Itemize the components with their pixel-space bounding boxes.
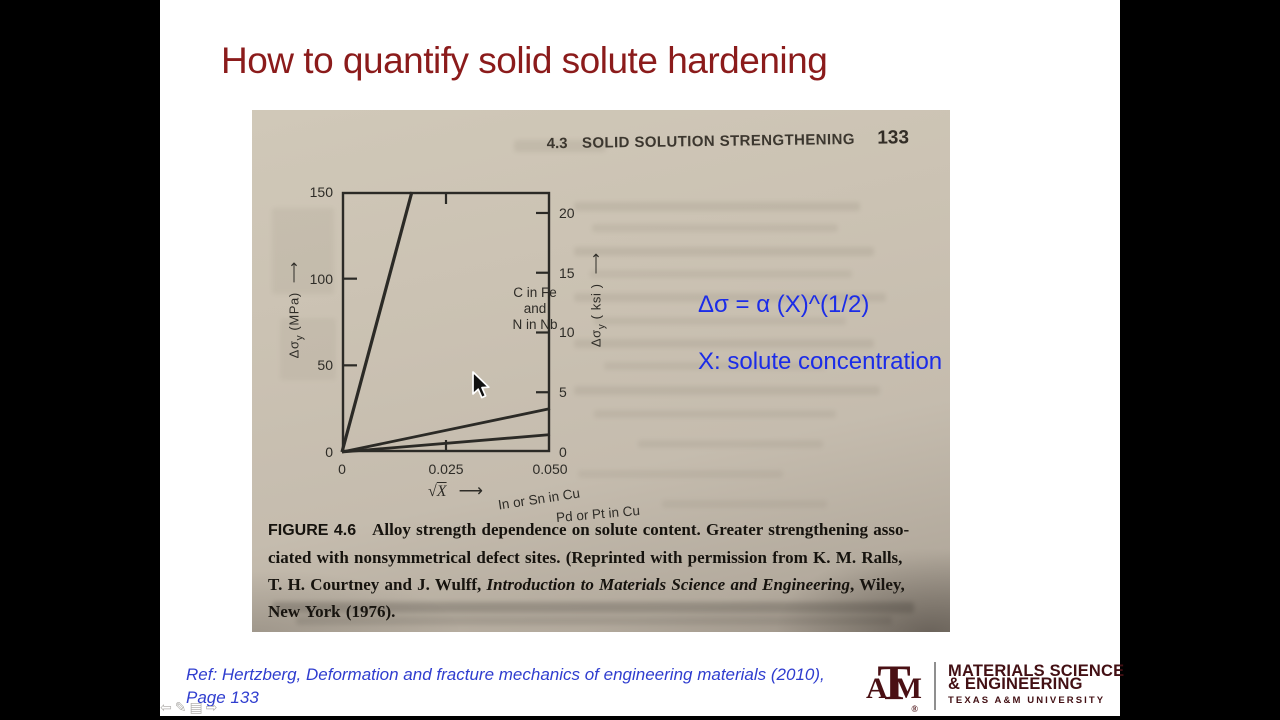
y-axis-right-tick-label: 20: [559, 204, 575, 221]
caption-text: , Wiley,: [850, 575, 905, 594]
y-axis-left-tick-label: 0: [325, 444, 333, 460]
annotation-formula: Δσ = α (X)^(1/2): [698, 291, 870, 318]
solute-hardening-chart: 0 50 100 150 0 5 10 15 20 0 0.025 0.050 C in Fe and…: [310, 184, 641, 525]
series-label-line: and: [523, 301, 547, 316]
bleedthrough-smudge: [592, 224, 838, 232]
next-slide-icon[interactable]: ⇨: [205, 700, 218, 716]
bleedthrough-smudge: [638, 440, 823, 448]
logo-letter: A: [866, 672, 888, 705]
y-axis-left-tick-label: 50: [317, 357, 333, 374]
bleedthrough-smudge: [594, 317, 846, 325]
figure-label: FIGURE 4.6: [268, 522, 357, 539]
caption-text: T. H. Courtney and J. Wulff,: [268, 575, 487, 594]
tamu-materials-science-logo: A T M ® MATERIALS SCIENCE & ENGINEERING …: [862, 654, 1124, 715]
logo-text-line: TEXAS A&M UNIVERSITY: [948, 695, 1106, 706]
logo-letter: M: [893, 672, 922, 705]
bleedthrough-smudge: [574, 386, 880, 395]
y-axis-left-tick-label: 150: [309, 184, 333, 200]
series-label-c-in-fe: C in Fe and N in Nb: [512, 285, 557, 333]
x-axis-label: √X ⟶: [428, 481, 483, 501]
caption-line: FIGURE 4.6 Alloy strength dependence on s…: [268, 516, 946, 544]
logo-text-line: MATERIALS SCIENCE: [948, 662, 1125, 680]
bleedthrough-smudge: [604, 362, 826, 370]
annotation-variable-definition: X: solute concentration: [698, 348, 943, 375]
caption-text: Alloy strength dependence on solute cont…: [372, 520, 910, 539]
reference-line: Ref: Hertzberg, Deformation and fracture…: [186, 665, 825, 684]
textbook-scan-image: 4.3 SOLID SOLUTION STRENGTHENING 133 0 50…: [252, 110, 950, 632]
axis-label-text: (MPa): [286, 292, 302, 335]
bleedthrough-smudge: [578, 470, 783, 478]
pen-tool-icon[interactable]: ✎: [174, 700, 187, 716]
bleedthrough-smudge: [574, 339, 874, 348]
slide-menu-icon[interactable]: ▤: [189, 700, 203, 716]
previous-slide-icon[interactable]: ⇦: [160, 700, 172, 716]
registered-mark: ®: [911, 704, 918, 714]
caption-line: New York (1976).: [268, 602, 396, 621]
bleedthrough-smudge: [514, 140, 606, 152]
series-label-line: C in Fe: [513, 285, 557, 300]
reference-citation: Ref: Hertzberg, Deformation and fracture…: [186, 663, 825, 709]
tamu-atm-logo-icon: A T M ®: [866, 654, 922, 714]
bleedthrough-smudge: [272, 602, 914, 613]
x-axis-tick-label: 0.050: [532, 461, 568, 477]
bleedthrough-smudge: [296, 616, 892, 625]
right-arrow-icon: ⟶: [458, 481, 483, 500]
axis-label-sub: y: [596, 323, 608, 330]
y-axis-right-tick-label: 5: [559, 384, 567, 401]
bleedthrough-smudge: [662, 500, 827, 508]
y-axis-right-tick-label: 0: [559, 444, 567, 460]
chart-tick-labels: 0 50 100 150 0 5 10 15 20 0 0.025 0.050: [310, 184, 575, 477]
logo-letter: T: [877, 654, 911, 710]
bleedthrough-smudge: [574, 202, 860, 211]
book-title: Introduction to Materials Science and En…: [486, 575, 851, 594]
page-number: 133: [877, 127, 910, 149]
section-title: SOLID SOLUTION STRENGTHENING: [581, 130, 855, 152]
axis-label-text: Δσ: [286, 340, 302, 359]
figure-caption: FIGURE 4.6 Alloy strength dependence on s…: [268, 516, 946, 625]
bleedthrough-smudge: [272, 208, 334, 294]
caption-line: T. H. Courtney and J. Wulff, Introductio…: [268, 571, 946, 598]
y-axis-right-tick-label: 15: [559, 264, 575, 281]
slideshow-nav-controls: ⇦ ✎ ▤ ⇨: [160, 700, 217, 716]
y-axis-left-tick-label: 100: [309, 270, 333, 287]
series-label-line: N in Nb: [512, 317, 558, 332]
up-arrow-icon: ⟶: [285, 261, 303, 284]
axis-label-text: X: [436, 483, 447, 500]
logo-text-line: & ENGINEERING: [948, 675, 1083, 693]
y-axis-label-right: Δσy ( ksi ) ⟶: [587, 253, 608, 347]
chart-canvas: [340, 191, 551, 454]
x-axis-tick-label: 0.025: [428, 461, 464, 477]
reference-line: Page 133: [186, 688, 259, 707]
x-axis-tick-label: 0: [338, 461, 346, 477]
bleedthrough-smudge: [574, 293, 886, 302]
axis-label-text: ( ksi ): [588, 283, 604, 324]
bleedthrough-smudge: [280, 318, 336, 380]
presentation-slide: How to quantify solid solute hardening 4…: [160, 0, 1124, 716]
y-axis-label-left: Δσy (MPa) ⟶: [285, 262, 306, 359]
bleedthrough-smudge: [590, 270, 852, 278]
logo-divider: [934, 662, 936, 710]
up-arrow-icon: ⟶: [587, 252, 605, 275]
textbook-page-header: 4.3 SOLID SOLUTION STRENGTHENING 133: [507, 127, 910, 155]
caption-line: ciated with nonsymmetrical defect sites.…: [268, 548, 903, 567]
bleedthrough-smudge: [574, 247, 874, 256]
axis-label-sub: y: [294, 334, 306, 341]
axis-label-text: Δσ: [588, 329, 604, 348]
bleedthrough-smudge: [594, 410, 836, 418]
section-number: 4.3: [546, 134, 568, 153]
y-axis-right-tick-label: 10: [559, 324, 575, 341]
slide-title: How to quantify solid solute hardening: [221, 40, 828, 81]
logo-wordmark: MATERIALS SCIENCE & ENGINEERING TEXAS A&…: [948, 662, 1125, 706]
radical-sign: √: [428, 483, 437, 500]
